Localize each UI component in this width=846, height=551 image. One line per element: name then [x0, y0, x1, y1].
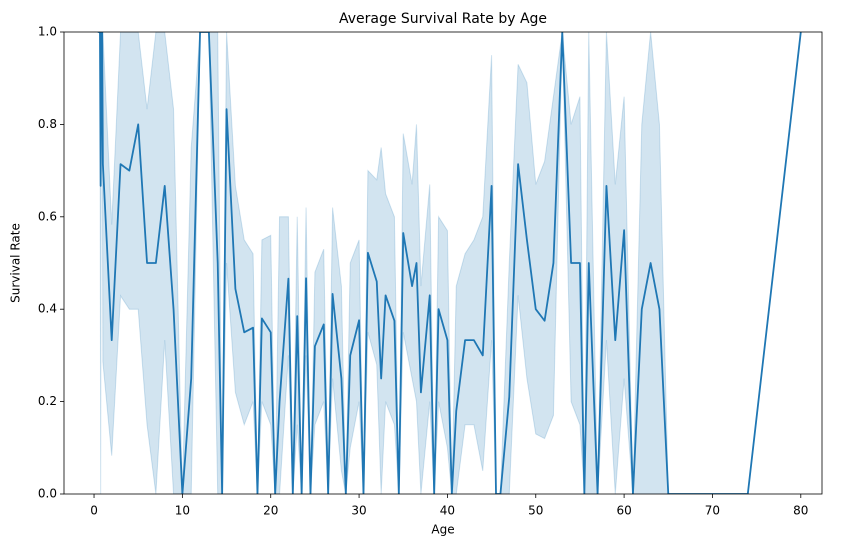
- line: [97, 32, 802, 494]
- y-tick-label: 0.6: [38, 209, 57, 223]
- y-tick-label: 0.4: [38, 302, 57, 316]
- x-tick-label: 80: [793, 504, 808, 518]
- x-tick-label: 40: [440, 504, 455, 518]
- y-axis-label: Survival Rate: [9, 223, 23, 303]
- x-tick-label: 30: [351, 504, 366, 518]
- plot-area: [97, 32, 802, 494]
- y-tick-label: 0.2: [38, 394, 57, 408]
- x-tick-label: 70: [705, 504, 720, 518]
- y-tick-label: 0.0: [38, 487, 57, 501]
- x-tick-label: 20: [263, 504, 278, 518]
- chart-title: Average Survival Rate by Age: [339, 11, 547, 27]
- x-tick-label: 0: [90, 504, 98, 518]
- x-tick-label: 60: [616, 504, 631, 518]
- x-tick-label: 50: [528, 504, 543, 518]
- axes-frame: [63, 31, 823, 495]
- y-tick-label: 0.8: [38, 117, 57, 131]
- x-axis-label: Age: [431, 523, 454, 537]
- y-tick-label: 1.0: [38, 25, 57, 39]
- x-tick-label: 10: [175, 504, 190, 518]
